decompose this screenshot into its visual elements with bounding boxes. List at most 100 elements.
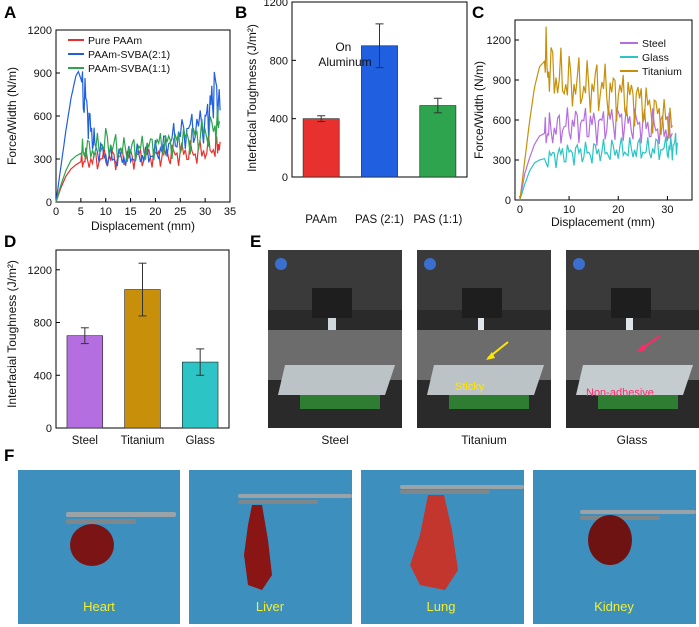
chart-c-xtick-label: 20	[612, 204, 624, 216]
caption-glass: Glass	[617, 433, 648, 447]
chart-a-xtick-label: 15	[124, 206, 136, 218]
kidney-organ	[588, 515, 632, 565]
chart-b-bars	[302, 23, 457, 178]
photo-liver: Liver	[189, 470, 352, 624]
chart-b-ytick-label: 0	[282, 172, 288, 184]
photo-glass-clamp	[611, 288, 651, 318]
lung-organ	[410, 495, 458, 590]
chart-a-xtick-label: 25	[174, 206, 186, 218]
chart-a-ticks: 0 5 10 15 20 25 30 35 0 300 600 900 1200	[28, 25, 237, 218]
chart-c-ytick-label: 600	[493, 115, 511, 127]
chart-d-ticks: 0 400 800 1200	[28, 265, 60, 435]
panel-e-photos: Sticky Non-adhesive Steel Titanium Glass	[268, 250, 699, 447]
chart-c-ytick-label: 0	[505, 195, 511, 207]
chart-c-legend: Steel Glass Titanium	[620, 38, 682, 78]
heart-organ	[70, 524, 114, 566]
chart-c-xtick-label: 0	[517, 204, 523, 216]
chart-b-ytick-label: 1200	[264, 0, 288, 9]
chart-a-ytick-label: 600	[34, 111, 52, 123]
legend-svba21: PAAm-SVBA(2:1)	[88, 49, 170, 61]
chart-a-xtick-label: 30	[199, 206, 211, 218]
chart-c-xtick-label: 10	[563, 204, 575, 216]
photo-titanium-stage	[449, 395, 529, 409]
panel-label-c: C	[472, 3, 484, 22]
chart-b-xlabel-pas-1-1: PAS (1:1)	[413, 214, 462, 226]
photo-steel-stage	[300, 395, 380, 409]
annot-line-1: On	[335, 40, 351, 54]
sticky-label: Sticky	[455, 381, 485, 393]
chart-a-xtick-label: 10	[100, 206, 112, 218]
chart-b-bar-paam	[302, 118, 340, 178]
chart-b-annotation: On Aluminum	[318, 40, 371, 69]
photo-kidney: Kidney	[533, 470, 696, 624]
photo-lung: Lung	[361, 470, 524, 624]
label-heart: Heart	[83, 599, 115, 614]
caption-steel: Steel	[321, 433, 348, 447]
photo-glass: Non-adhesive	[566, 250, 699, 428]
panel-f-photos: Heart Liver Lung Kidney	[18, 470, 696, 624]
chart-c-lines	[519, 26, 678, 201]
chart-d-xlabel-titanium: Titanium	[121, 435, 165, 447]
chart-a-ylabel: Force/Width (N/m)	[5, 67, 19, 165]
chart-a-xtick-label: 35	[224, 206, 236, 218]
chart-a-series-paam-svba-2-1-	[55, 70, 221, 203]
lung-tweezers	[400, 485, 524, 489]
chart-a-ytick-label: 1200	[28, 25, 52, 37]
heart-tweezers-lower	[66, 519, 136, 524]
chart-d-bars	[66, 262, 219, 429]
chart-a-xtick-label: 20	[149, 206, 161, 218]
kidney-tweezers	[580, 510, 696, 514]
chart-c-ytick-label: 300	[493, 155, 511, 167]
photo-titanium-plate	[427, 365, 544, 395]
photo-titanium-logo	[424, 258, 436, 270]
photo-steel-plate	[278, 365, 395, 395]
chart-b-xlabel-paam: PAAm	[305, 214, 337, 226]
photo-titanium-clamp	[462, 288, 502, 318]
photo-glass-logo	[573, 258, 585, 270]
chart-c-xtick-label: 30	[661, 204, 673, 216]
legend-svba11: PAAm-SVBA(1:1)	[88, 63, 170, 75]
panel-label-a: A	[4, 3, 16, 22]
chart-a-ytick-label: 0	[46, 197, 52, 209]
chart-b-bar-pas-1-1	[419, 105, 457, 178]
chart-b-ticks: 0 400 800 1200	[264, 0, 296, 184]
chart-c-series-titanium	[519, 26, 673, 201]
chart-b-ytick-label: 400	[270, 114, 288, 126]
chart-b-xlabels: PAAm PAS (2:1) PAS (1:1)	[305, 214, 462, 226]
chart-a-ytick-label: 300	[34, 154, 52, 166]
photo-glass-plate	[576, 365, 693, 395]
liver-tweezers-lower	[238, 500, 318, 504]
photo-steel-clamp	[312, 288, 352, 318]
chart-d-xlabel-steel: Steel	[72, 435, 98, 447]
chart-d-ytick-label: 800	[34, 318, 52, 330]
chart-b-xlabel-pas-2-1: PAS (2:1)	[355, 214, 404, 226]
photo-heart: Heart	[18, 470, 180, 624]
chart-b-ylabel: Interfacial Toughness (J/m²)	[245, 24, 259, 172]
chart-d-xlabel-glass: Glass	[185, 435, 215, 447]
legend-glass: Glass	[642, 52, 669, 64]
chart-d-ytick-label: 0	[46, 423, 52, 435]
non-adhesive-arrow-head	[637, 344, 646, 352]
label-liver: Liver	[256, 599, 285, 614]
sticky-arrow-head	[486, 352, 495, 360]
chart-c-ytick-label: 900	[493, 75, 511, 87]
chart-d-bar-steel	[66, 335, 104, 429]
chart-c-series-glass	[519, 132, 678, 201]
legend-pure-paam: Pure PAAm	[88, 35, 142, 47]
chart-c-frame	[514, 19, 693, 201]
chart-d-ytick-label: 400	[34, 370, 52, 382]
photo-steel-logo	[275, 258, 287, 270]
panel-label-b: B	[235, 3, 247, 22]
panel-label-d: D	[4, 232, 16, 251]
chart-a-xlabel: Displacement (mm)	[91, 219, 195, 233]
photo-glass-stage	[598, 395, 678, 409]
chart-a-ytick-label: 900	[34, 68, 52, 80]
label-lung: Lung	[427, 599, 456, 614]
photo-titanium: Sticky	[417, 250, 551, 428]
chart-d-ytick-label: 1200	[28, 265, 52, 277]
chart-a-series-paam-svba-1-1-	[55, 106, 221, 203]
chart-a-series-pure-paam	[55, 133, 221, 203]
